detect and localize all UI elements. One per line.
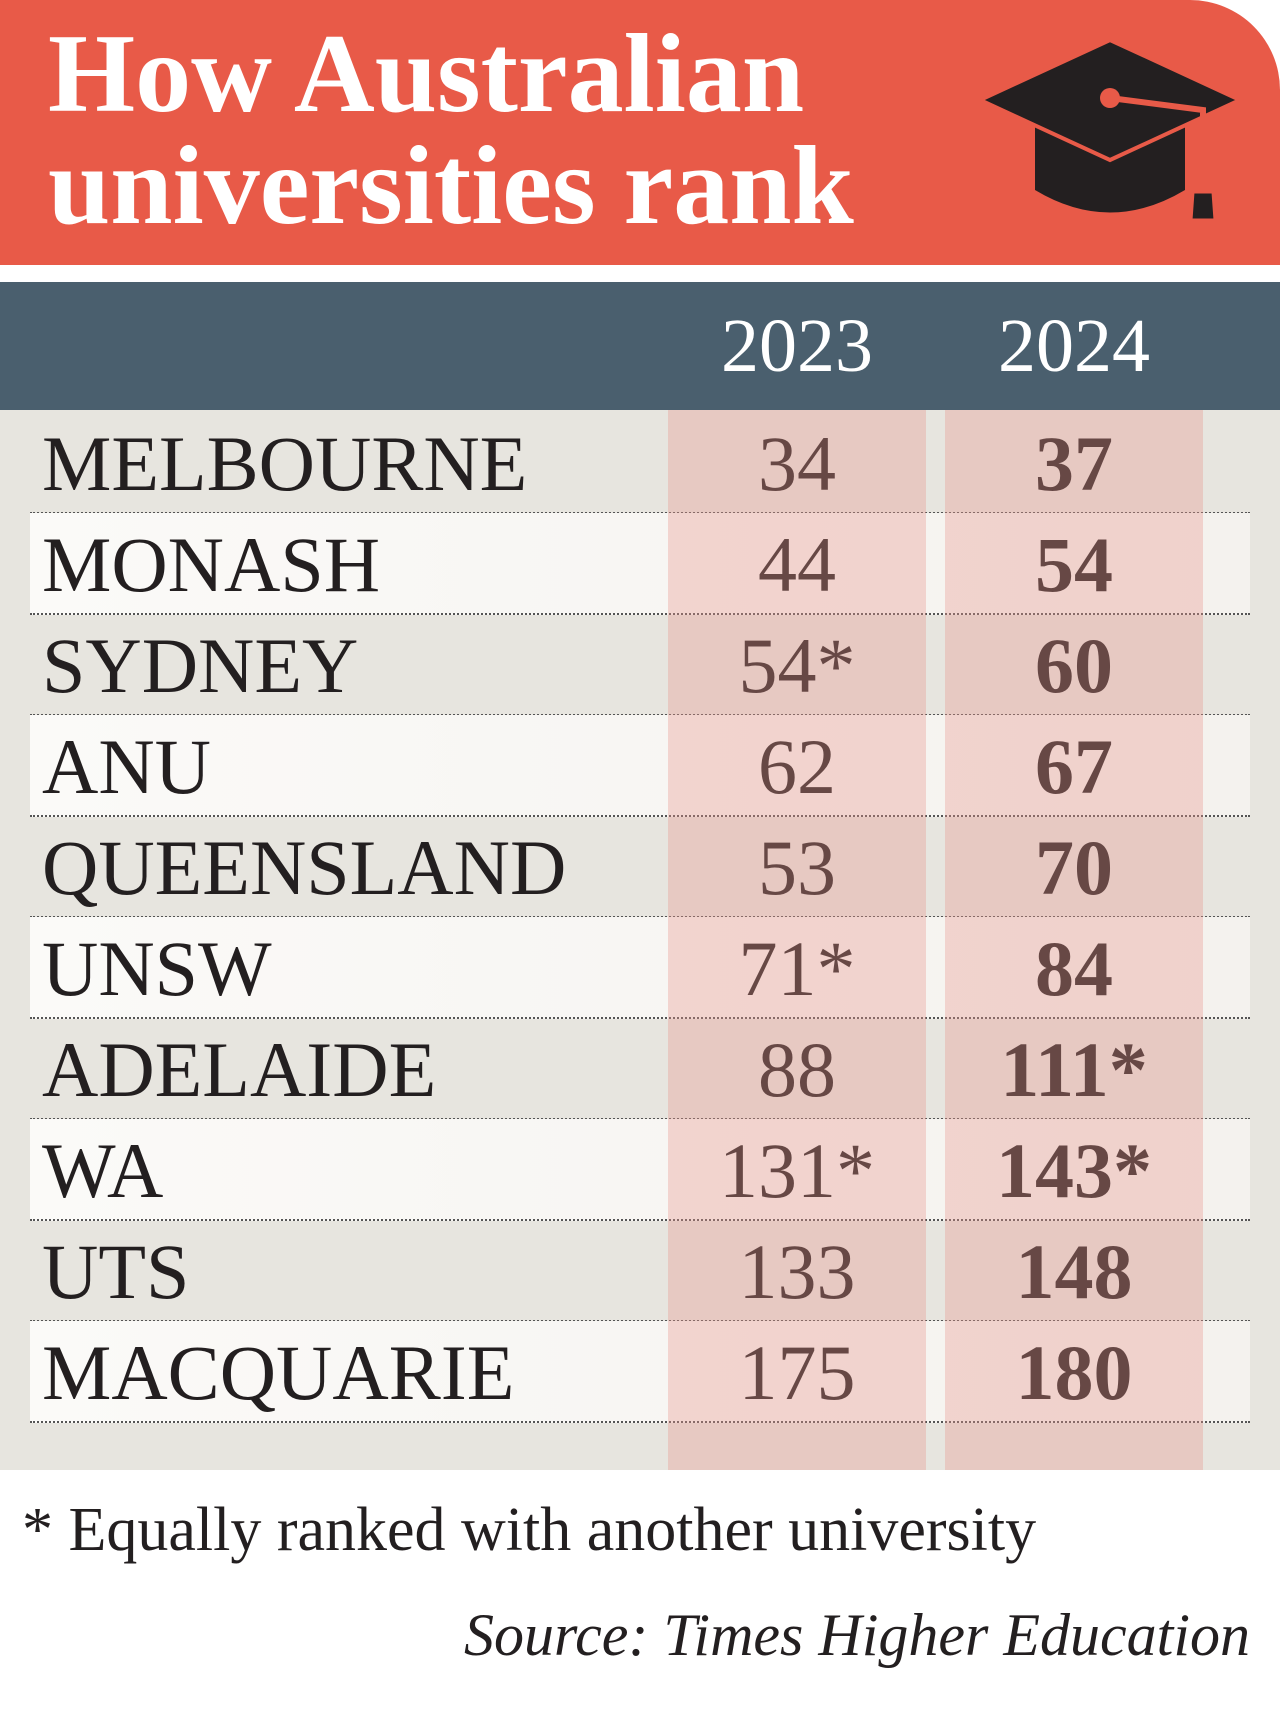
table-row: UTS 133 148	[30, 1220, 1250, 1322]
footnote: * Equally ranked with another university	[22, 1496, 1037, 1564]
graduation-cap-icon	[975, 37, 1245, 222]
table-row: ANU 62 67	[30, 715, 1250, 817]
column-highlight	[945, 410, 1203, 1470]
university-name: WA	[42, 1127, 164, 1214]
rank-2023: 88	[758, 1026, 836, 1113]
university-name: ADELAIDE	[42, 1026, 437, 1113]
column-header: 2024	[998, 304, 1150, 388]
rank-2023: 34	[758, 420, 836, 507]
source: Source: Times Higher Education	[463, 1602, 1250, 1668]
rank-2024: 67	[1035, 723, 1113, 810]
rank-2023: 53	[758, 824, 836, 911]
table-row: MELBOURNE 34 37	[30, 412, 1250, 514]
rank-2023: 133	[738, 1228, 856, 1315]
rank-2023: 44	[758, 521, 836, 608]
table-row: WA 131* 143*	[30, 1119, 1250, 1221]
rank-2023: 54*	[738, 622, 856, 709]
university-name: MACQUARIE	[42, 1329, 515, 1416]
rank-2024: 180	[1015, 1329, 1133, 1416]
table-row: MACQUARIE 175 180	[30, 1321, 1250, 1423]
column-highlight	[668, 410, 926, 1470]
university-name: QUEENSLAND	[42, 824, 567, 911]
university-name: SYDNEY	[42, 622, 359, 709]
rank-2023: 71*	[738, 925, 856, 1012]
rank-2024: 37	[1035, 420, 1113, 507]
table-row: SYDNEY 54* 60	[30, 614, 1250, 716]
university-name: ANU	[42, 723, 211, 810]
table-row: ADELAIDE 88 111*	[30, 1018, 1250, 1120]
university-name: UTS	[42, 1228, 190, 1315]
table-row: UNSW 71* 84	[30, 917, 1250, 1019]
university-name: UNSW	[42, 925, 272, 1012]
rank-2024: 143*	[996, 1127, 1152, 1214]
rank-2023: 62	[758, 723, 836, 810]
rank-2024: 70	[1035, 824, 1113, 911]
rank-2024: 84	[1035, 925, 1113, 1012]
rank-2024: 60	[1035, 622, 1113, 709]
title: How Australian universities rank	[48, 12, 854, 248]
header: How Australian universities rank	[0, 0, 1280, 265]
university-name: MELBOURNE	[42, 420, 528, 507]
table-row: MONASH 44 54	[30, 513, 1250, 615]
column-header-bar: 2023 2024	[0, 282, 1280, 410]
rank-2023: 175	[738, 1329, 856, 1416]
university-name: MONASH	[42, 521, 381, 608]
rank-2024: 148	[1015, 1228, 1133, 1315]
column-header: 2023	[721, 304, 873, 388]
rank-2024: 54	[1035, 521, 1113, 608]
rank-2024: 111*	[1000, 1026, 1148, 1113]
rank-2023: 131*	[719, 1127, 875, 1214]
table-body: MELBOURNE 34 37 MONASH 44 54 SYDNEY 54* 60 ANU 62 6…	[0, 410, 1280, 1470]
